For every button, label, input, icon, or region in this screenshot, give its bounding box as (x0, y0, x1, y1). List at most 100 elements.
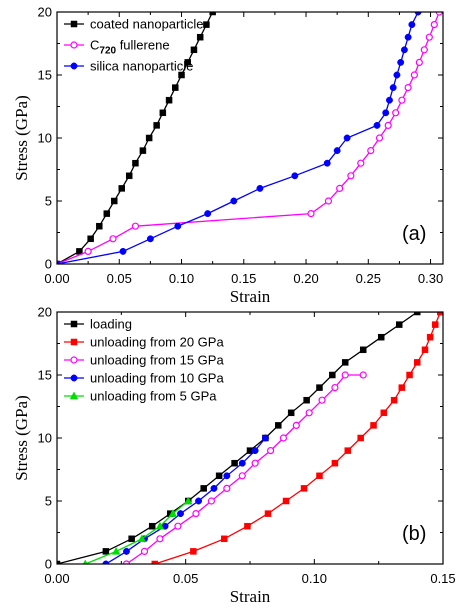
data-point (336, 184, 344, 192)
series-5 (82, 496, 193, 564)
data-point (300, 485, 308, 492)
data-point (414, 312, 421, 316)
data-point (426, 333, 434, 341)
data-point (307, 210, 315, 218)
legend-label: silica nanoparticle (90, 59, 193, 74)
data-point (192, 509, 200, 518)
y-tick-label: 15 (38, 368, 52, 383)
data-point (377, 333, 385, 341)
data-point (109, 235, 117, 243)
data-point (266, 447, 275, 455)
data-point (287, 409, 295, 417)
data-point (396, 321, 403, 328)
x-tick-label: 0.15 (430, 571, 455, 586)
data-point (111, 546, 121, 555)
data-point (392, 109, 400, 117)
data-point (398, 96, 406, 104)
data-point (359, 371, 367, 379)
legend-item: loading (64, 317, 132, 332)
legend-label: unloading from 15 GPa (90, 353, 224, 368)
legend-item: unloading from 10 GPa (64, 371, 224, 386)
x-tick-label: 0.00 (44, 571, 69, 586)
y-tick-label: 10 (38, 431, 52, 446)
data-point (207, 497, 215, 505)
data-point (323, 159, 331, 167)
data-point (397, 58, 405, 66)
x-tick-label: 0.20 (293, 271, 318, 286)
data-point (184, 496, 193, 505)
series-3 (57, 12, 422, 264)
legend: loading unloading from 20 GPa unloading fr… (64, 317, 224, 404)
data-point (432, 321, 439, 328)
legend-swatch-marker (70, 356, 78, 364)
data-point (382, 109, 390, 117)
data-point (425, 33, 433, 41)
x-axis-title: Strain (230, 287, 271, 306)
legend-item: silica nanoparticle (64, 59, 193, 74)
data-point (400, 46, 408, 54)
data-point (155, 521, 165, 530)
data-point (415, 58, 423, 67)
data-point (215, 472, 223, 480)
data-point (341, 371, 349, 379)
data-point (128, 535, 135, 543)
data-point (168, 509, 178, 517)
data-point (223, 484, 231, 492)
y-tick-label: 5 (45, 494, 52, 509)
data-point (390, 396, 398, 404)
data-point (203, 21, 210, 28)
x-tick-label: 0.05 (173, 571, 198, 586)
series-4 (102, 434, 269, 564)
legend-swatch-marker (70, 41, 78, 49)
data-point (331, 459, 339, 467)
panel-label: (b) (402, 523, 426, 545)
data-point (111, 197, 118, 205)
x-tick-label: 0.10 (169, 271, 194, 286)
legend-item: unloading from 20 GPa (64, 335, 224, 350)
data-point (408, 21, 416, 29)
y-tick-label: 20 (38, 5, 52, 20)
data-point (230, 197, 238, 205)
data-point (103, 210, 111, 217)
data-point (190, 46, 198, 54)
data-point (200, 485, 207, 492)
data-point (329, 371, 336, 379)
y-axis-title: Stress (GPa) (12, 95, 31, 180)
data-point (172, 84, 179, 91)
data-point (231, 459, 238, 467)
data-point (145, 134, 153, 142)
data-point (420, 46, 428, 54)
chart-panel-b: 0.00 0.05 0.10 0.15 0 5 10 15 20 Strain Stress (GP… (12, 305, 456, 607)
y-tick-label: 5 (45, 194, 52, 209)
data-point (84, 247, 92, 255)
data-point (137, 534, 147, 543)
data-point (333, 147, 341, 155)
legend-swatch-marker (70, 338, 78, 346)
y-axis-title: Stress (GPa) (12, 395, 31, 480)
data-point (316, 472, 323, 480)
data-point (384, 121, 392, 130)
data-point (414, 359, 421, 366)
data-point (156, 535, 164, 543)
x-tick-label: 0.10 (302, 571, 327, 586)
data-point (238, 472, 246, 480)
series-3 (122, 371, 367, 564)
data-point (291, 172, 299, 180)
data-point (435, 12, 443, 16)
y-tick-label: 0 (45, 557, 52, 572)
legend-label: coated nanoparticle (90, 17, 203, 32)
data-point (282, 497, 290, 505)
chart-panel-a: 0.00 0.05 0.10 0.15 0.20 0.25 0.30 0 5 10 15 20 Stra… (12, 5, 444, 306)
data-point (343, 134, 351, 142)
legend: coated nanoparticle C720 fullerene silica … (64, 17, 203, 74)
data-point (178, 71, 185, 79)
data-point (184, 59, 191, 66)
data-point (122, 560, 131, 564)
data-point (264, 510, 272, 517)
x-tick-label: 0.15 (231, 271, 256, 286)
data-point (244, 522, 251, 530)
data-point (344, 447, 352, 454)
data-point (251, 459, 259, 467)
data-point (223, 472, 231, 480)
data-point (256, 184, 264, 192)
